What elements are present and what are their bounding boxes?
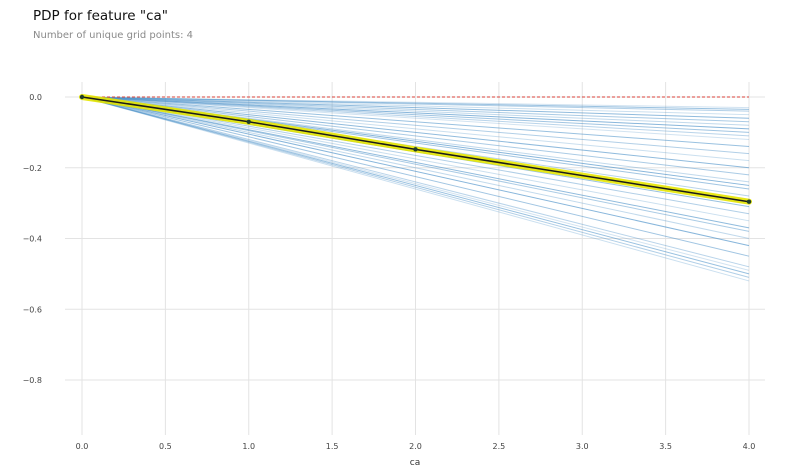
ice-line xyxy=(81,96,750,271)
ice-line xyxy=(81,96,750,239)
ice-line xyxy=(81,96,750,119)
y-tick-label: −0.2 xyxy=(23,164,42,173)
ice-line xyxy=(81,96,750,112)
ice-line xyxy=(81,96,750,162)
ice-line xyxy=(81,96,750,137)
x-tick-label: 3.5 xyxy=(659,442,672,451)
ice-line xyxy=(81,96,750,232)
x-tick-label: 0.0 xyxy=(76,442,89,451)
x-tick-label: 1.5 xyxy=(326,442,339,451)
chart-subtitle: Number of unique grid points: 4 xyxy=(33,30,194,41)
ice-line xyxy=(81,96,750,278)
ice-line xyxy=(81,96,750,126)
ice-line xyxy=(81,96,750,275)
ice-line xyxy=(81,96,750,110)
y-tick-label: −0.4 xyxy=(23,235,42,244)
y-tick-label: −0.8 xyxy=(23,376,42,385)
pdp-line xyxy=(79,94,752,205)
grid-lines xyxy=(65,82,765,435)
pdp-point xyxy=(79,94,85,100)
ice-line xyxy=(81,96,750,257)
x-tick-label: 2.5 xyxy=(493,442,506,451)
pdp-point xyxy=(413,147,418,152)
ice-line xyxy=(81,96,750,148)
ice-line xyxy=(81,96,750,123)
ice-line xyxy=(81,96,750,247)
pdp-point xyxy=(246,119,251,124)
x-tick-label: 4.0 xyxy=(743,442,756,451)
chart-title: PDP for feature "ca" xyxy=(33,8,168,24)
ice-line xyxy=(81,96,750,155)
ice-line xyxy=(81,96,750,176)
y-tick-label: 0.0 xyxy=(29,93,42,102)
y-tick-label: −0.6 xyxy=(23,305,42,314)
ice-line xyxy=(81,96,750,133)
ice-line xyxy=(81,96,750,268)
ice-line xyxy=(81,96,750,222)
x-tick-label: 2.0 xyxy=(409,442,422,451)
x-tick-label: 3.0 xyxy=(576,442,589,451)
pdp-average-line xyxy=(81,96,750,203)
pdp-point xyxy=(746,199,752,204)
x-tick-label: 1.0 xyxy=(242,442,255,451)
tick-labels: 0.0 0.5 1.0 1.5 2.0 2.5 3.0 3.5 4.0 0.0 −0.2 −0.4 −0… xyxy=(23,93,756,451)
ice-line xyxy=(81,96,750,130)
x-tick-label: 0.5 xyxy=(159,442,172,451)
ice-lines xyxy=(81,96,750,282)
ice-line xyxy=(81,96,750,282)
ice-line xyxy=(81,96,750,116)
ice-line xyxy=(81,96,750,169)
ice-line xyxy=(81,96,750,140)
x-axis-label: ca xyxy=(410,458,420,468)
ice-line xyxy=(81,96,750,229)
